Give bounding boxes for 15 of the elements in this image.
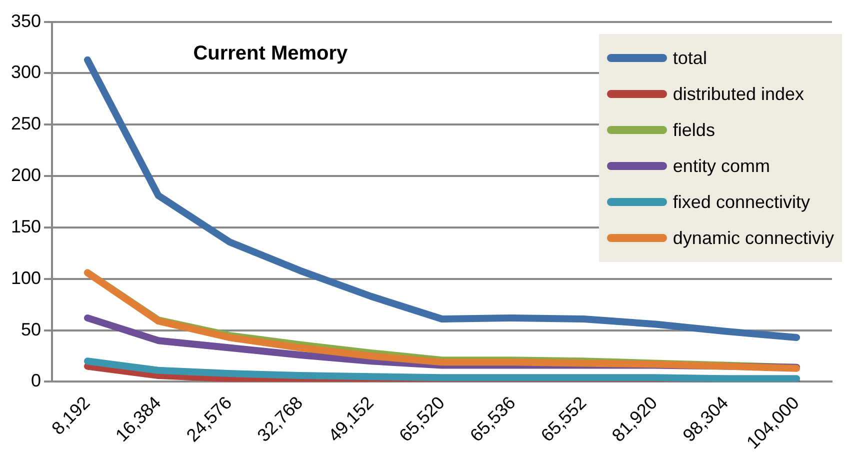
legend-label: entity comm <box>672 156 770 176</box>
text: Current Memory <box>193 42 349 64</box>
legend-label: fixed connectivity <box>672 192 810 212</box>
y-tick-label: 300 <box>10 62 42 82</box>
y-tick-label: 150 <box>10 216 42 236</box>
y-tick-label: 350 <box>10 10 42 31</box>
legend-label: dynamic connectiviy <box>672 228 834 248</box>
y-tick-label: 0 <box>31 370 42 391</box>
y-tick-label: 250 <box>10 114 42 134</box>
legend-label: total <box>672 48 707 68</box>
y-tick-label: 100 <box>10 268 42 288</box>
legend-label: fields <box>672 120 715 140</box>
legend-label: distributed index <box>672 84 804 104</box>
y-tick-label: 50 <box>21 319 42 340</box>
y-tick-label: 200 <box>10 165 42 186</box>
